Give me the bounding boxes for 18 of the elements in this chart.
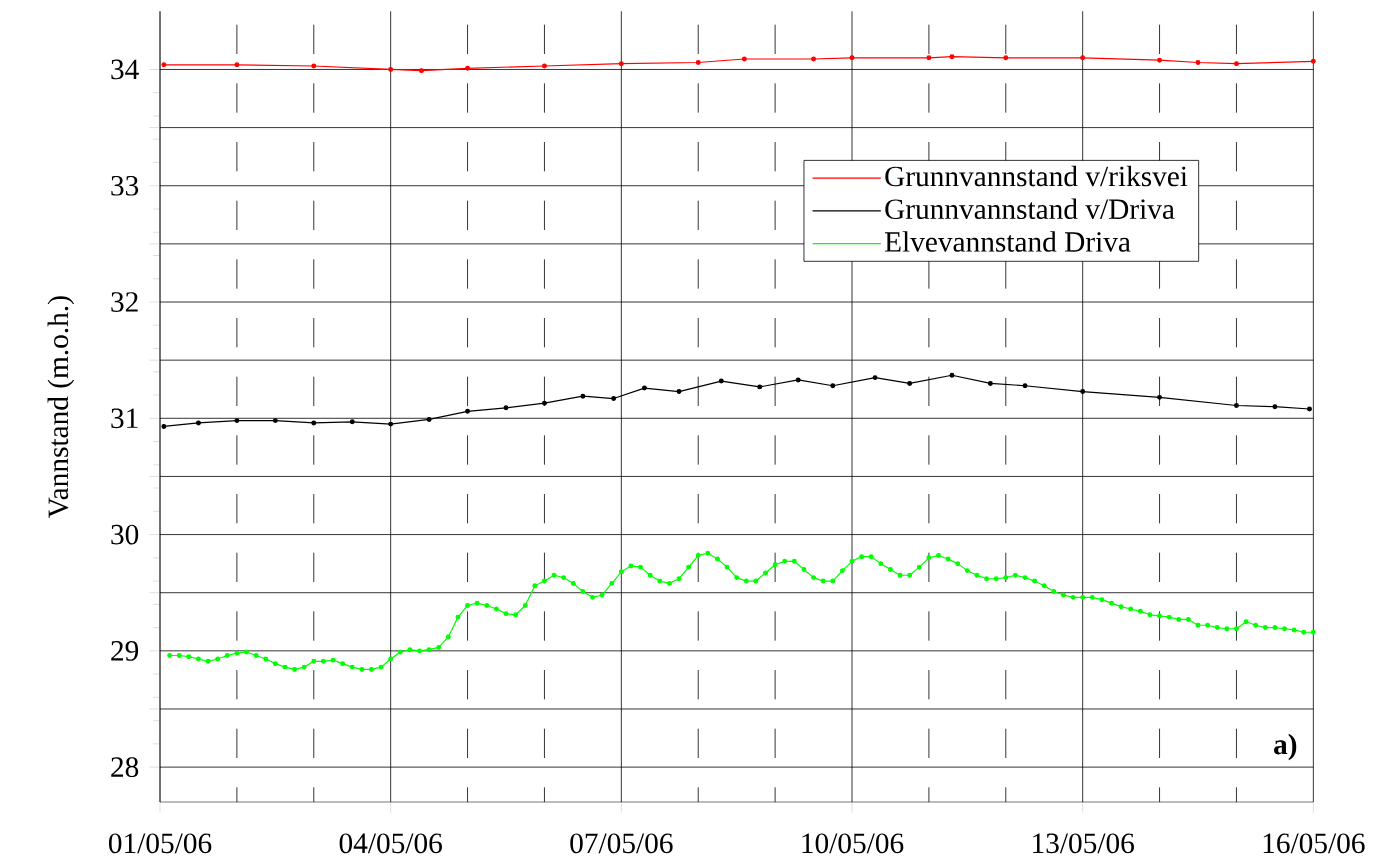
y-tick-label: 31	[111, 408, 138, 429]
x-tick-label: 10/05/06	[802, 833, 904, 854]
y-axis-title: Vannstand (m.o.h.)	[47, 296, 75, 518]
legend-label: Elvevannstand Driva	[884, 231, 1131, 252]
y-tick-label: 29	[111, 640, 139, 661]
y-tick-label: 28	[111, 757, 139, 778]
x-tick-label: 13/05/06	[1033, 833, 1134, 854]
y-tick-label: 33	[111, 175, 139, 196]
y-tick-label: 34	[111, 59, 139, 80]
x-tick-label: 01/05/06	[108, 833, 212, 854]
legend-label: Grunnvannstand v/Driva	[885, 198, 1175, 220]
annotation: a)	[1274, 733, 1297, 761]
x-tick-label: 16/05/06	[1263, 833, 1365, 854]
legend-label: Grunnvannstand v/riksvei	[885, 165, 1188, 187]
x-tick-label: 07/05/06	[570, 833, 673, 854]
x-tick-label: 04/05/06	[339, 833, 442, 854]
y-tick-label: 30	[111, 524, 139, 545]
y-tick-label: 32	[111, 292, 138, 312]
